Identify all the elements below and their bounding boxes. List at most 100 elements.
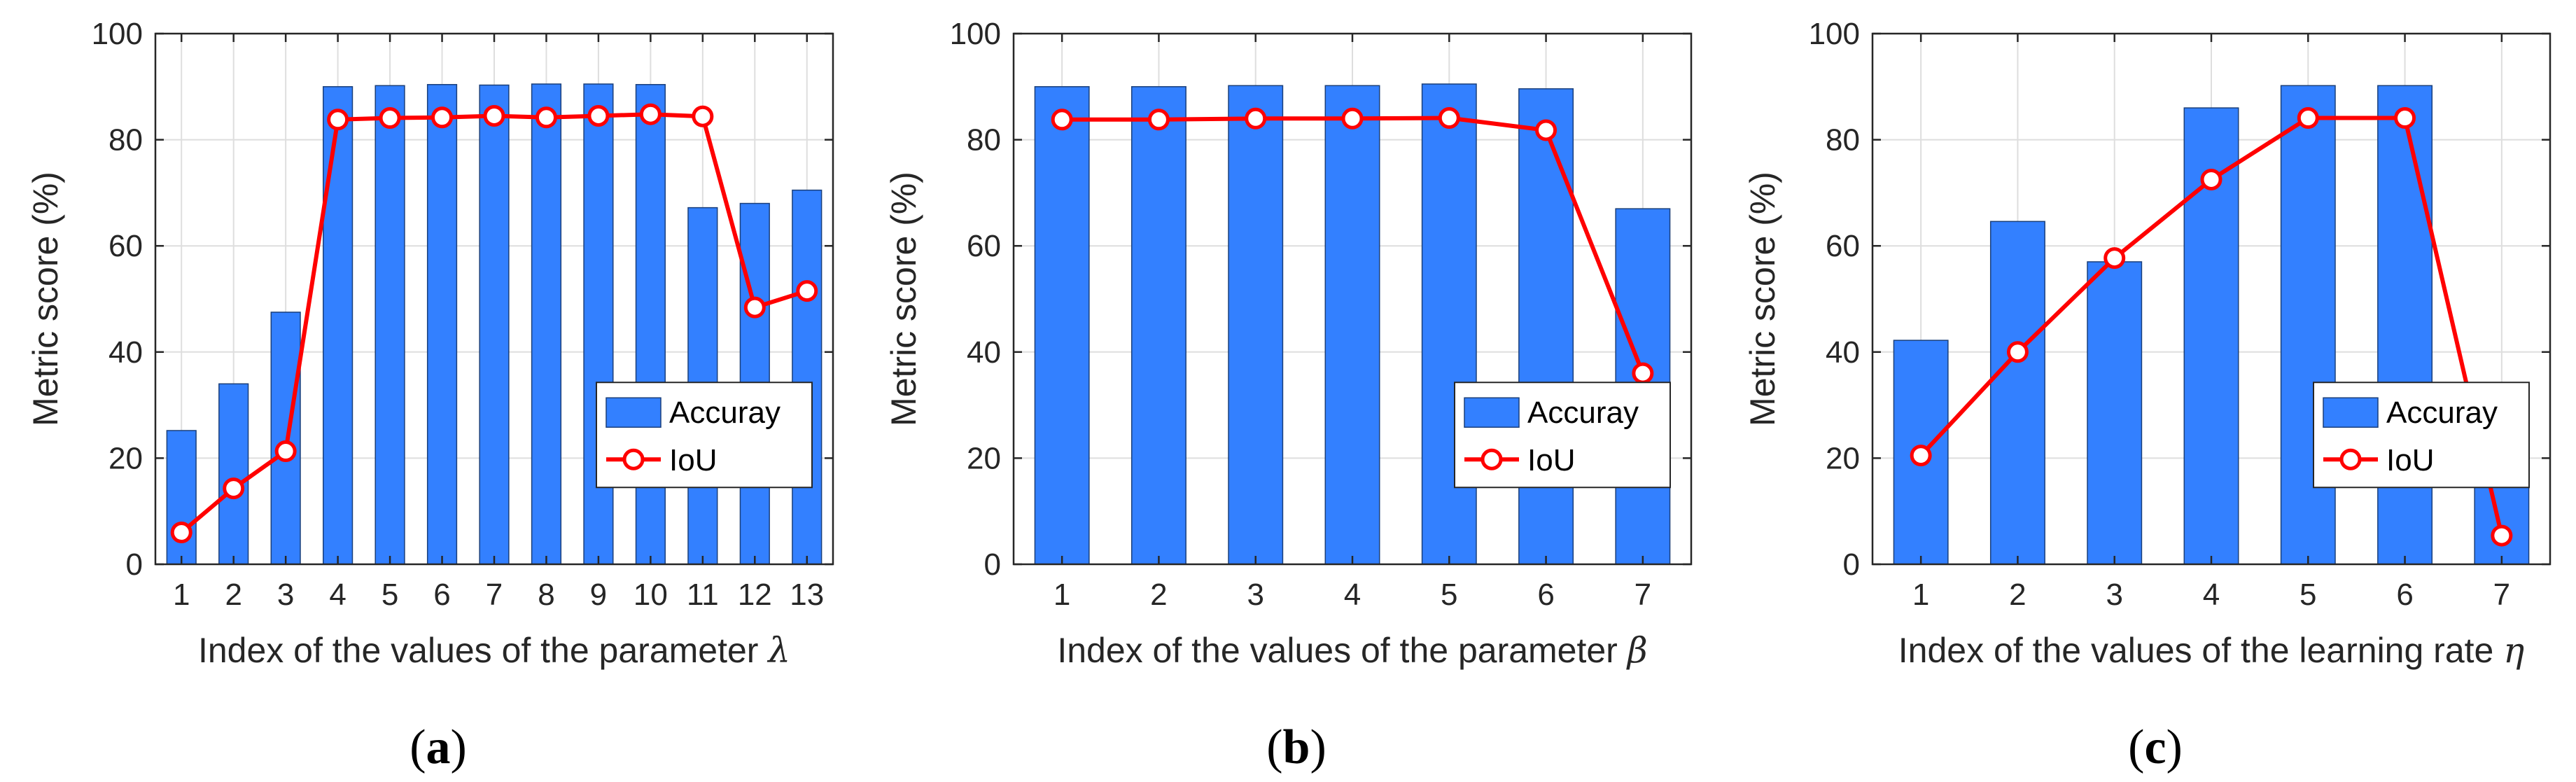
y-tick-label: 0	[126, 547, 143, 582]
iou-point	[1910, 445, 1932, 467]
x-axis-label-symbol: η	[2503, 630, 2524, 671]
bar	[792, 189, 822, 565]
bar	[2377, 85, 2433, 565]
iou-point	[1341, 107, 1364, 130]
x-axis-label-symbol: β	[1626, 630, 1648, 671]
legend-label-iou: IoU	[1527, 443, 1575, 477]
y-tick-label: 60	[108, 229, 143, 263]
iou-point	[535, 106, 557, 129]
bar	[426, 84, 458, 565]
x-tick-label: 7	[1634, 578, 1651, 612]
x-tick-label: 1	[173, 578, 190, 612]
iou-point	[2297, 107, 2319, 130]
x-axis-label: Index of the values of the parameter β	[1057, 630, 1647, 671]
legend-label-iou: IoU	[669, 443, 717, 477]
legend-swatch-accuray	[1464, 397, 1520, 428]
x-tick-label: 7	[2493, 578, 2510, 612]
x-tick-label: 5	[1441, 578, 1457, 612]
y-tick-label: 20	[1826, 441, 1860, 475]
x-tick-label: 5	[382, 578, 398, 612]
legend-label-accuray: Accuray	[669, 396, 780, 430]
x-axis-label-symbol: λ	[766, 630, 790, 671]
iou-point	[692, 105, 714, 127]
bar	[1989, 221, 2045, 565]
bar	[218, 383, 249, 565]
y-tick-label: 60	[1826, 229, 1860, 263]
iou-point	[2104, 247, 2126, 270]
bar	[1228, 85, 1284, 565]
bar	[1518, 88, 1574, 565]
x-tick-label: 11	[687, 578, 719, 612]
iou-point	[379, 107, 401, 130]
y-axis-label: Metric score (%)	[26, 172, 65, 426]
x-tick-label: 4	[1344, 578, 1361, 612]
y-tick-label: 40	[108, 335, 143, 370]
y-tick-label: 20	[108, 441, 143, 475]
x-axis-label: Index of the values of the parameter λ	[198, 630, 790, 671]
bar	[166, 430, 197, 565]
legend: Accuray IoU	[596, 382, 813, 489]
x-axis-label-text: Index of the values of the parameter	[1057, 631, 1627, 670]
bar	[2087, 261, 2143, 565]
x-tick-label: 3	[1247, 578, 1264, 612]
y-tick-label: 40	[967, 335, 1001, 370]
x-tick-label: 3	[277, 578, 294, 612]
x-axis-label-text: Index of the values of the parameter	[198, 631, 768, 670]
y-tick-label: 0	[984, 547, 1001, 582]
y-tick-label: 80	[1826, 123, 1860, 158]
iou-point	[1632, 362, 1654, 384]
x-tick-label: 1	[1054, 578, 1070, 612]
iou-point	[587, 104, 610, 127]
iou-point	[2006, 341, 2029, 363]
panel-tag: (b)	[1266, 720, 1326, 774]
x-tick-label: 2	[1150, 578, 1167, 612]
x-tick-label: 2	[2009, 578, 2026, 612]
bar	[1130, 86, 1186, 565]
iou-point	[2491, 524, 2513, 547]
bar	[635, 84, 666, 565]
bar	[1324, 85, 1380, 565]
x-axis-label: Index of the values of the learning rate…	[1898, 630, 2524, 671]
panel-tag: (c)	[2128, 720, 2183, 774]
legend: Accuray IoU	[1454, 382, 1671, 489]
bar	[1421, 83, 1477, 565]
iou-point	[1051, 109, 1073, 131]
y-tick-label: 100	[950, 17, 1001, 51]
x-tick-label: 5	[2300, 578, 2316, 612]
x-tick-label: 3	[2106, 578, 2122, 612]
iou-point	[223, 477, 245, 500]
bar	[531, 83, 562, 565]
iou-point	[2394, 107, 2416, 130]
iou-point	[431, 106, 454, 129]
x-tick-label: 4	[329, 578, 346, 612]
x-tick-label: 6	[1537, 578, 1554, 612]
iou-point	[327, 109, 349, 131]
bar	[583, 83, 614, 565]
legend-label-accuray: Accuray	[1527, 396, 1639, 430]
x-axis-label-text: Index of the values of the learning rate	[1898, 631, 2503, 670]
y-tick-label: 20	[967, 441, 1001, 475]
x-tick-label: 2	[225, 578, 241, 612]
y-axis-label: Metric score (%)	[1743, 172, 1782, 426]
chart-panel-b: 0 20 40 60 80 100 1 2 3 4 5 6 7 Metric score (%) Index…	[884, 17, 1693, 774]
bar	[2280, 85, 2336, 565]
legend-swatch-accuray	[2323, 397, 2379, 428]
iou-point	[639, 103, 662, 125]
y-tick-label: 80	[967, 123, 1001, 158]
y-tick-label: 100	[1809, 17, 1860, 51]
x-tick-label: 9	[590, 578, 607, 612]
x-tick-label: 6	[2396, 578, 2413, 612]
y-tick-label: 60	[967, 229, 1001, 263]
iou-point	[2200, 168, 2222, 190]
legend: Accuray IoU	[2313, 382, 2530, 489]
iou-point	[274, 440, 297, 463]
y-tick-label: 80	[108, 123, 143, 158]
iou-point	[1535, 119, 1558, 141]
x-tick-label: 1	[1912, 578, 1929, 612]
legend-swatch-iou-marker	[1480, 448, 1503, 470]
y-tick-label: 40	[1826, 335, 1860, 370]
iou-point	[1245, 107, 1267, 130]
iou-point	[1147, 109, 1170, 131]
